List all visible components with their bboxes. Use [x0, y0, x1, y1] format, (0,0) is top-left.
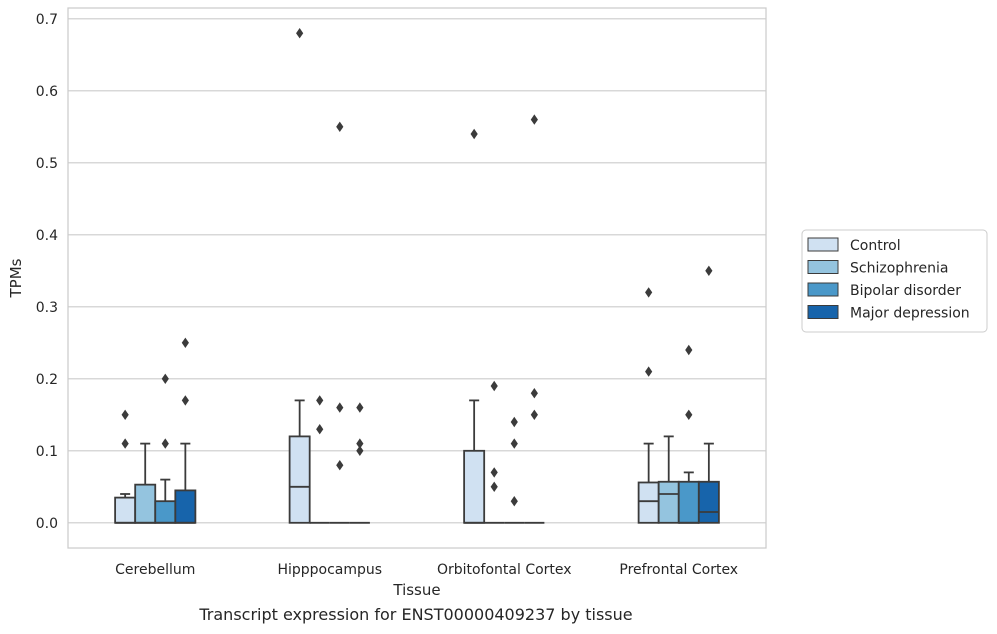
y-tick-label: 0.2 — [36, 372, 58, 388]
box-3-2 — [677, 344, 700, 524]
box-0-3 — [174, 337, 197, 524]
outlier-point — [121, 438, 129, 449]
iqr-box — [463, 449, 486, 524]
outlier-point — [530, 409, 538, 420]
y-tick-labels: 0.0 0.1 0.2 0.3 0.4 0.5 0.6 0.7 — [36, 12, 58, 532]
legend-entry: Schizophrenia — [850, 261, 948, 277]
legend: Control Schizophrenia Bipolar disorder Majo… — [801, 229, 988, 333]
box-3-3 — [697, 265, 720, 524]
box-3-0 — [637, 287, 660, 524]
box-1-0 — [288, 28, 311, 524]
y-tick-label: 0.1 — [36, 444, 58, 460]
legend-swatch — [807, 260, 839, 274]
box-0-0 — [114, 409, 137, 524]
legend-swatch — [807, 237, 839, 252]
legend-entry: Control — [850, 238, 901, 254]
x-tick-label: Orbitofontal Cortex — [437, 562, 572, 578]
iqr-box — [114, 496, 137, 524]
outlier-point — [510, 416, 518, 428]
outlier-point — [645, 366, 653, 377]
outlier-point — [336, 121, 344, 132]
y-tick-label: 0.7 — [36, 12, 58, 28]
outlier-point — [490, 380, 498, 392]
box-1-3 — [349, 402, 370, 524]
legend-swatch — [807, 282, 839, 297]
legend-frame — [801, 229, 988, 333]
grid-layer — [68, 18, 766, 524]
y-tick-label: 0.0 — [36, 516, 58, 532]
iqr-box — [154, 500, 177, 524]
iqr-box — [637, 481, 660, 524]
outlier-point — [336, 402, 344, 413]
box-1-2 — [329, 121, 350, 524]
outlier-point — [181, 337, 189, 348]
x-tick-label: Cerebellum — [115, 562, 195, 578]
outlier-point — [490, 481, 498, 492]
box-2-1 — [484, 380, 505, 524]
outlier-point — [530, 114, 538, 125]
x-tick-labels: Cerebellum Hipppocampus Orbitofontal Corte… — [115, 562, 738, 578]
legend-swatch — [807, 305, 839, 319]
iqr-box — [134, 483, 157, 524]
x-tick-label: Prefrontal Cortex — [619, 562, 738, 578]
plot-area-background — [68, 8, 766, 548]
plot-area-frame — [67, 7, 767, 549]
outlier-point — [181, 395, 189, 406]
y-tick-label: 0.4 — [36, 228, 58, 244]
box-1-1 — [309, 395, 330, 524]
legend-entry: Major depression — [850, 306, 970, 322]
iqr-box — [288, 435, 311, 524]
outlier-point — [161, 438, 169, 449]
y-tick-label: 0.5 — [36, 156, 58, 172]
outlier-point — [510, 496, 518, 507]
box-layer — [114, 28, 720, 524]
outlier-point — [121, 409, 129, 420]
outlier-point — [490, 467, 498, 478]
outlier-point — [356, 438, 364, 449]
outlier-point — [356, 445, 364, 456]
iqr-box — [174, 489, 197, 524]
box-2-2 — [504, 416, 525, 524]
outlier-point — [645, 287, 653, 298]
iqr-box — [677, 480, 700, 524]
outlier-point — [510, 438, 518, 449]
legend-entry: Bipolar disorder — [850, 283, 961, 299]
outlier-point — [336, 460, 344, 471]
x-axis-label: Tissue — [392, 581, 440, 599]
outlier-point — [296, 28, 304, 39]
iqr-box — [697, 480, 720, 524]
outlier-point — [530, 388, 538, 399]
box-2-3 — [524, 114, 545, 524]
y-axis-label: TPMs — [7, 258, 25, 298]
box-0-2 — [154, 373, 177, 524]
chart-caption: Transcript expression for ENST0000040923… — [199, 605, 633, 624]
y-tick-label: 0.6 — [36, 84, 58, 100]
outlier-point — [316, 395, 324, 406]
iqr-box — [657, 480, 680, 524]
outlier-point — [685, 344, 693, 356]
outlier-point — [161, 373, 169, 384]
outlier-point — [356, 402, 364, 413]
y-tick-label: 0.3 — [36, 300, 58, 316]
outlier-point — [705, 265, 713, 276]
x-tick-label: Hipppocampus — [277, 562, 382, 578]
outlier-point — [470, 128, 478, 140]
outlier-point — [316, 424, 324, 435]
outlier-point — [685, 409, 693, 420]
box-2-0 — [463, 128, 486, 524]
